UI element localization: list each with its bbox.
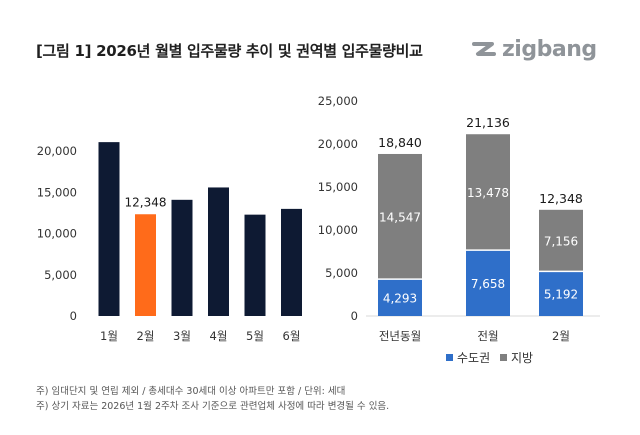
bar-segment-metro-2월 — [539, 271, 583, 316]
bar-3월 — [171, 199, 193, 316]
bar-segment-metro-전월 — [466, 250, 510, 316]
footnote-2: 주) 상기 자료는 2026년 1월 2주차 조사 기준으로 관련업체 사정에 … — [36, 401, 390, 412]
legend-swatch-metro — [446, 354, 453, 361]
y-tick-label: 15,000 — [37, 185, 77, 199]
x-tick-label: 4월 — [210, 329, 228, 343]
bar-6월 — [281, 208, 302, 316]
bar-2월 — [135, 214, 156, 316]
y-tick-label: 20,000 — [318, 137, 358, 151]
y-tick-label: 10,000 — [318, 223, 358, 237]
zigbang-logo-icon — [472, 42, 496, 56]
x-tick-label: 전년동월 — [379, 329, 421, 343]
data-label-local: 14,547 — [379, 211, 421, 225]
data-label-total: 21,136 — [466, 115, 510, 130]
footnotes: 주) 임대단지 및 연립 제외 / 총세대수 30세대 이상 아파트만 포함 /… — [36, 384, 389, 414]
data-label-total: 18,840 — [378, 135, 422, 150]
data-label-total: 12,348 — [539, 191, 583, 206]
chart-title: [그림 1] 2026년 월별 입주물량 추이 및 권역별 입주물량비교 — [36, 42, 423, 60]
bar-segment-local-전월 — [466, 134, 510, 251]
y-tick-label: 20,000 — [37, 144, 77, 158]
brand-name: zigbang — [502, 36, 597, 62]
data-label-metro: 5,192 — [544, 288, 578, 302]
x-tick-label: 2월 — [137, 329, 155, 343]
legend-label-local: 지방 — [511, 351, 533, 365]
data-label-metro: 4,293 — [383, 292, 417, 306]
x-tick-label: 3월 — [173, 329, 191, 343]
bar-5월 — [244, 214, 266, 316]
y-tick-label: 0 — [351, 309, 358, 323]
y-tick-label: 0 — [70, 309, 77, 323]
x-tick-label: 6월 — [283, 329, 301, 343]
y-tick-label: 10,000 — [37, 227, 77, 241]
bar-segment-local-전년동월 — [378, 153, 422, 280]
brand-logo: zigbang — [470, 34, 597, 64]
x-tick-label: 5월 — [246, 329, 264, 343]
bar-segment-local-2월 — [539, 209, 583, 272]
data-label-local: 7,156 — [544, 235, 578, 249]
monthly-supply-chart: 0 5,000 10,000 15,000 20,000 1월 2월 3월 4월 5월 6월 12,3… — [37, 142, 302, 343]
x-tick-label: 전월 — [477, 329, 498, 343]
data-label-highlight: 12,348 — [125, 195, 167, 209]
y-tick-label: 15,000 — [318, 180, 358, 194]
legend-swatch-local — [500, 354, 507, 361]
x-tick-label: 1월 — [100, 329, 118, 343]
footnote-1: 주) 임대단지 및 연립 제외 / 총세대수 30세대 이상 아파트만 포함 /… — [36, 386, 346, 397]
legend: 수도권 지방 — [446, 351, 533, 365]
x-tick-label: 2월 — [552, 329, 570, 343]
bar-segment-metro-전년동월 — [378, 279, 422, 316]
legend-label-metro: 수도권 — [457, 351, 490, 365]
regional-comparison-chart: 0 5,000 10,000 15,000 20,000 25,000 4,293 14,54… — [318, 94, 600, 343]
bar-1월 — [98, 142, 120, 316]
data-label-metro: 7,658 — [471, 277, 505, 291]
y-tick-label: 25,000 — [318, 94, 358, 108]
y-tick-label: 5,000 — [325, 266, 358, 280]
data-label-local: 13,478 — [467, 186, 509, 200]
bar-4월 — [208, 187, 229, 316]
y-tick-label: 5,000 — [44, 268, 77, 282]
